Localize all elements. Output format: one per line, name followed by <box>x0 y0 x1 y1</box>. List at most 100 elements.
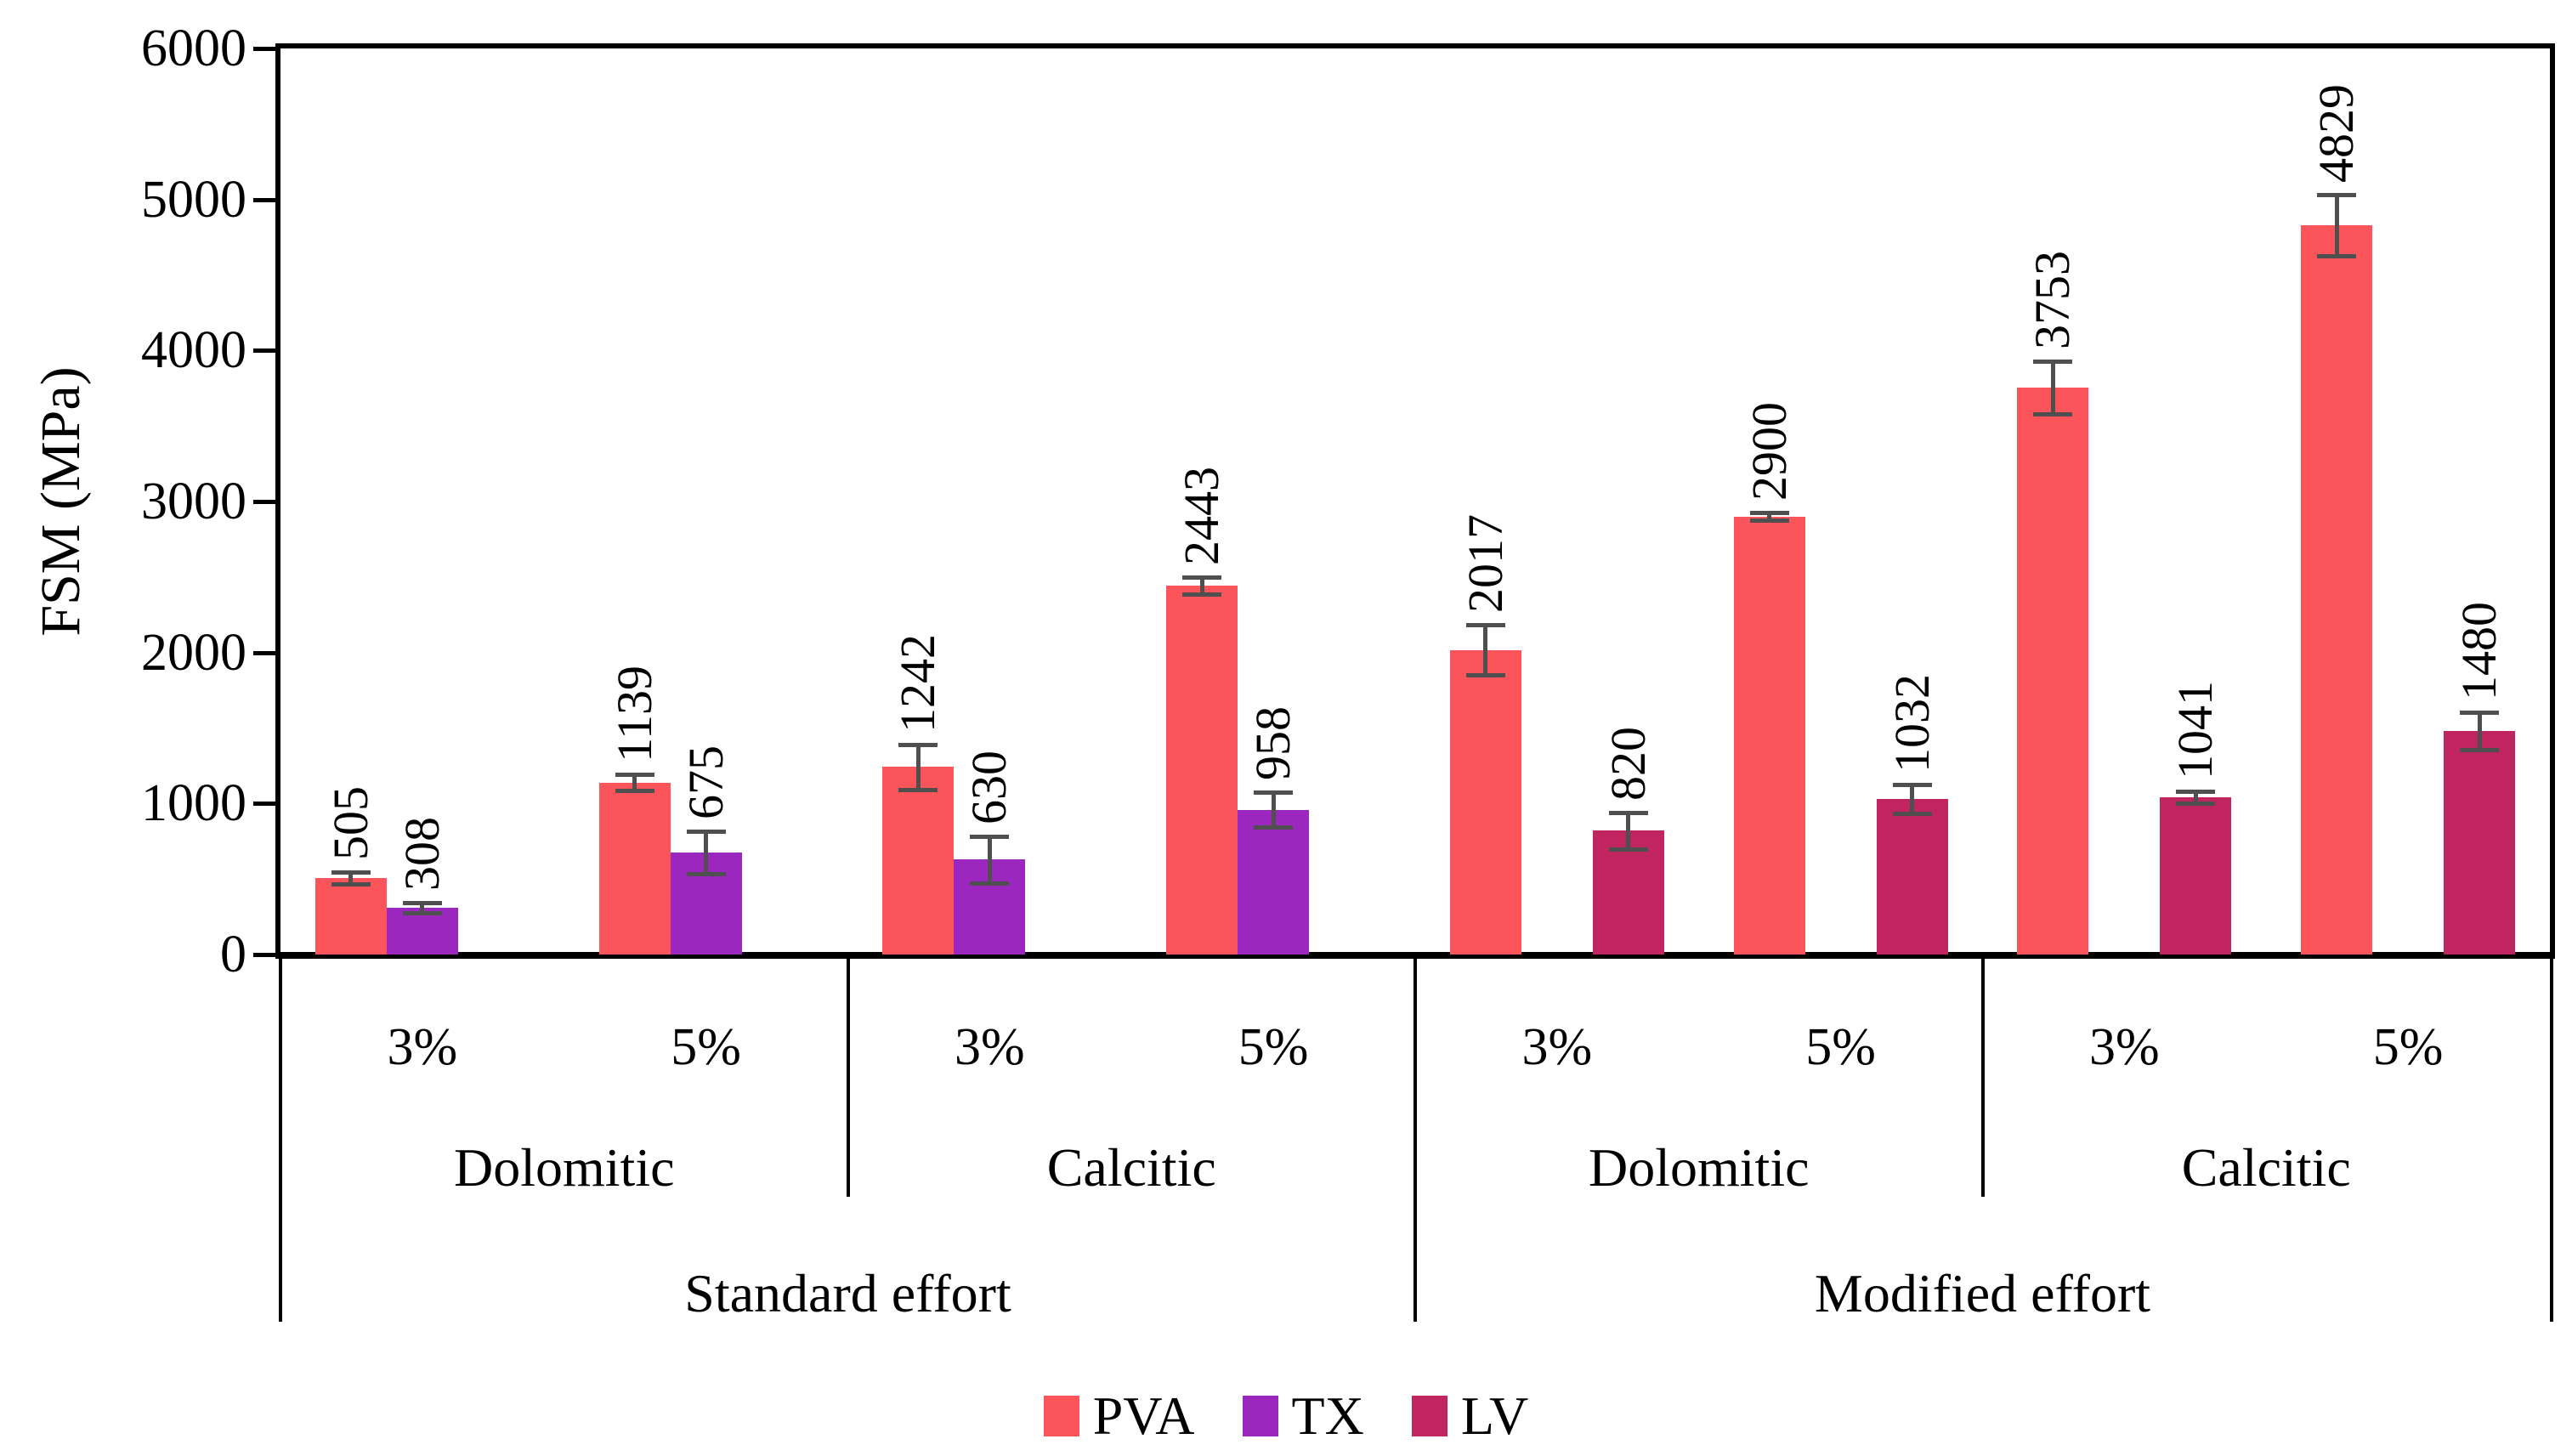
error-bar-cap-bottom <box>1749 518 1789 524</box>
error-bar-cap-bottom <box>970 881 1010 886</box>
category-label-rock: Calcitic <box>1046 1137 1216 1198</box>
bar-value-label: 2900 <box>1741 402 1797 501</box>
legend-swatch-LV <box>1411 1396 1447 1436</box>
legend-label: TX <box>1291 1385 1364 1446</box>
category-label-percent: 3% <box>387 1018 458 1076</box>
bar-value-label: 820 <box>1600 727 1656 801</box>
error-bar-cap-top <box>615 772 654 777</box>
error-bar-cap-top <box>1254 790 1294 796</box>
bar-PVA <box>2301 225 2373 955</box>
y-axis-line <box>275 48 280 955</box>
bar-value-label: 3753 <box>2025 251 2081 350</box>
legend-item-TX: TX <box>1242 1385 1364 1446</box>
error-bar-cap-top <box>2317 192 2357 197</box>
category-label-effort: Standard effort <box>684 1263 1011 1323</box>
category-separator <box>846 955 850 1197</box>
plot-right-border <box>2550 48 2555 955</box>
y-tick-label: 0 <box>220 926 246 983</box>
bar-PVA <box>1733 516 1805 955</box>
error-bar <box>2193 790 2198 804</box>
error-bar <box>2477 711 2482 751</box>
error-bar-cap-bottom <box>1608 847 1648 852</box>
error-bar-cap-top <box>2460 710 2500 715</box>
y-tick-label: 4000 <box>141 321 246 380</box>
y-tick-label: 6000 <box>141 20 246 77</box>
error-bar-cap-top <box>1182 575 1222 581</box>
error-bar-cap-bottom <box>1182 592 1222 597</box>
bar-value-label: 1480 <box>2451 601 2507 700</box>
category-label-percent: 5% <box>2372 1018 2444 1076</box>
error-bar-cap-bottom <box>1892 811 1932 816</box>
category-label-rock: Dolomitic <box>453 1137 675 1198</box>
error-bar-cap-top <box>686 830 726 835</box>
y-tick-label: 2000 <box>141 623 246 682</box>
error-bar-cap-top <box>1465 623 1505 628</box>
bar-value-label: 2017 <box>1457 514 1513 614</box>
category-label-percent: 5% <box>671 1018 741 1076</box>
y-tick-label: 3000 <box>141 473 246 530</box>
bar-value-label: 505 <box>322 786 378 861</box>
error-bar-cap-top <box>970 834 1010 839</box>
error-bar <box>2334 194 2339 257</box>
error-bar-cap-top <box>898 742 938 747</box>
error-bar-cap-bottom <box>686 871 726 876</box>
error-bar-cap-top <box>2176 789 2216 794</box>
error-bar-cap-top <box>1892 782 1932 787</box>
legend-swatch-TX <box>1242 1396 1278 1436</box>
y-tick-mark <box>253 802 275 807</box>
category-label-effort: Modified effort <box>1814 1263 2151 1323</box>
error-bar-cap-bottom <box>2033 412 2073 417</box>
legend-label: PVA <box>1092 1385 1195 1446</box>
category-separator <box>1980 955 1985 1197</box>
bar-PVA <box>598 782 671 955</box>
error-bar <box>1626 812 1631 849</box>
category-label-percent: 3% <box>1521 1018 1593 1076</box>
error-bar-cap-top <box>402 901 442 906</box>
y-tick-mark <box>253 47 275 51</box>
category-separator <box>1413 955 1417 1322</box>
bar-TX <box>1238 809 1310 955</box>
bar-value-label: 1032 <box>1884 673 1940 773</box>
error-bar-cap-bottom <box>2460 748 2500 753</box>
bar-value-label: 675 <box>677 745 734 820</box>
error-bar-cap-bottom <box>1254 825 1294 830</box>
error-bar <box>915 744 921 790</box>
bar-PVA <box>1449 649 1521 955</box>
error-bar-cap-bottom <box>402 911 442 916</box>
error-bar <box>1271 792 1276 828</box>
legend-item-PVA: PVA <box>1043 1385 1195 1446</box>
y-tick-mark <box>253 650 275 655</box>
category-label-percent: 5% <box>1805 1018 1876 1076</box>
error-bar <box>1199 577 1204 594</box>
y-tick-mark <box>253 953 275 957</box>
y-tick-mark <box>253 500 275 504</box>
plot-top-border <box>275 43 2555 48</box>
error-bar-cap-top <box>1608 810 1648 815</box>
bar-LV <box>1876 798 1948 955</box>
category-separator <box>2550 955 2553 1322</box>
category-label-percent: 3% <box>2089 1018 2160 1076</box>
bar-value-label: 1242 <box>890 633 946 733</box>
legend-label: LV <box>1460 1385 1529 1446</box>
error-bar-cap-bottom <box>615 789 654 794</box>
legend: PVA TX LV <box>0 1385 2572 1446</box>
bar-value-label: 4829 <box>2309 83 2365 183</box>
y-tick-mark <box>253 197 275 202</box>
bar-PVA <box>882 767 955 955</box>
bar-PVA <box>2017 388 2089 955</box>
legend-item-LV: LV <box>1411 1385 1529 1446</box>
error-bar <box>1910 784 1915 813</box>
error-bar <box>1767 513 1772 521</box>
category-separator <box>279 955 282 1322</box>
y-tick-label: 5000 <box>141 170 246 229</box>
legend-swatch-PVA <box>1043 1396 1079 1436</box>
error-bar-cap-top <box>1749 511 1789 516</box>
bar-value-label: 630 <box>961 750 1017 824</box>
bar-LV <box>2444 731 2516 955</box>
category-label-percent: 3% <box>955 1018 1025 1076</box>
bar-value-label: 1139 <box>606 666 662 762</box>
category-label-rock: Dolomitic <box>1588 1137 1810 1198</box>
y-tick-label: 1000 <box>141 774 246 833</box>
